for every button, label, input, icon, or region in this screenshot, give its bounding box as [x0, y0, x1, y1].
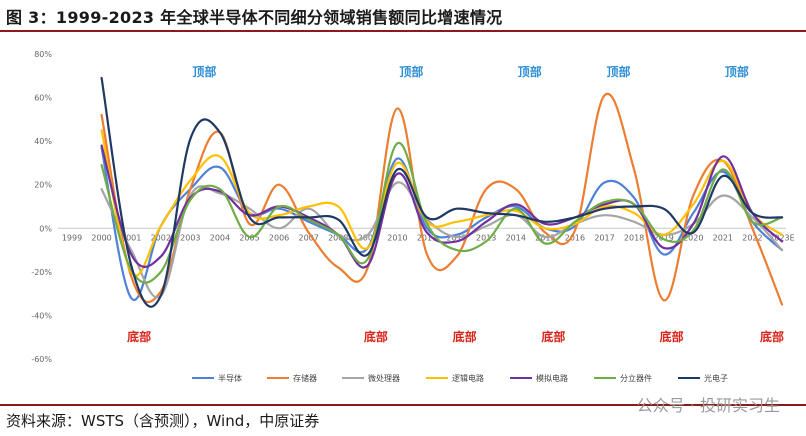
x-tick-label: 2009 [358, 233, 378, 242]
legend-label: 光电子 [704, 373, 728, 383]
x-tick-label: 2007 [298, 233, 318, 242]
line-chart: 80% 60% 40% 20% 0% -20% -40% -60% 1999 2000 2001 20… [31, 50, 794, 383]
series-line-光电子 [100, 76, 784, 308]
trough-annotation: 底部 [364, 329, 388, 344]
x-tick-label: 2003 [180, 233, 200, 242]
legend-label: 微处理器 [368, 373, 400, 383]
legend-label: 模拟电路 [536, 373, 568, 383]
watermark: 公众号 · 投研实习生 [636, 396, 780, 415]
x-tick-label: 2014 [506, 233, 526, 242]
x-tick-label: 2013 [476, 233, 496, 242]
series-line-分立器件 [100, 142, 784, 284]
y-tick-label: -20% [31, 268, 52, 277]
y-tick-label: 60% [34, 94, 52, 103]
x-tick-label: 2019 [653, 233, 673, 242]
x-tick-label: 2017 [594, 233, 614, 242]
series-line-存储器 [100, 92, 784, 306]
series-line-半导体 [100, 146, 784, 302]
chart-title: 图 3：1999-2023 年全球半导体不同细分领域销售额同比增速情况 [6, 8, 503, 27]
trough-annotation: 底部 [541, 329, 565, 344]
x-tick-label: 2023E [769, 233, 794, 242]
trough-annotation: 底部 [760, 329, 784, 344]
trough-annotation: 底部 [453, 329, 477, 344]
trough-annotation: 底部 [660, 329, 684, 344]
x-tick-label: 2001 [121, 233, 141, 242]
peak-annotation: 顶部 [725, 64, 749, 79]
x-tick-label: 2006 [269, 233, 289, 242]
trough-annotation: 底部 [127, 329, 151, 344]
peak-annotation: 顶部 [399, 64, 423, 79]
y-tick-label: -60% [31, 355, 52, 364]
peak-annotation: 顶部 [192, 64, 216, 79]
series-line-模拟电路 [100, 144, 784, 269]
x-tick-label: 2011 [417, 233, 437, 242]
y-tick-label: -40% [31, 311, 52, 320]
bottom-divider [0, 404, 806, 406]
x-tick-label: 2002 [151, 233, 171, 242]
x-tick-label: 2018 [624, 233, 644, 242]
x-tick-label: 2004 [210, 233, 230, 242]
legend-label: 半导体 [218, 373, 242, 383]
peak-annotation: 顶部 [606, 64, 630, 79]
peak-annotation: 顶部 [518, 64, 542, 79]
legend-label: 分立器件 [620, 373, 652, 383]
y-tick-label: 0% [39, 224, 52, 233]
x-tick-label: 2022 [742, 233, 762, 242]
legend-label: 存储器 [293, 373, 317, 383]
x-tick-label: 1999 [62, 233, 82, 242]
x-tick-label: 2016 [565, 233, 585, 242]
x-tick-label: 2008 [328, 233, 348, 242]
y-tick-label: 40% [34, 137, 52, 146]
x-tick-label: 2021 [713, 233, 733, 242]
x-tick-label: 2010 [387, 233, 407, 242]
source-note: 资料来源：WSTS（含预测），Wind，中原证券 [6, 412, 320, 430]
legend-label: 逻辑电路 [452, 373, 484, 383]
x-tick-label: 2000 [91, 233, 111, 242]
x-tick-label: 2020 [683, 233, 703, 242]
top-divider [0, 30, 806, 32]
y-tick-label: 80% [34, 50, 52, 59]
y-tick-label: 20% [34, 181, 52, 190]
